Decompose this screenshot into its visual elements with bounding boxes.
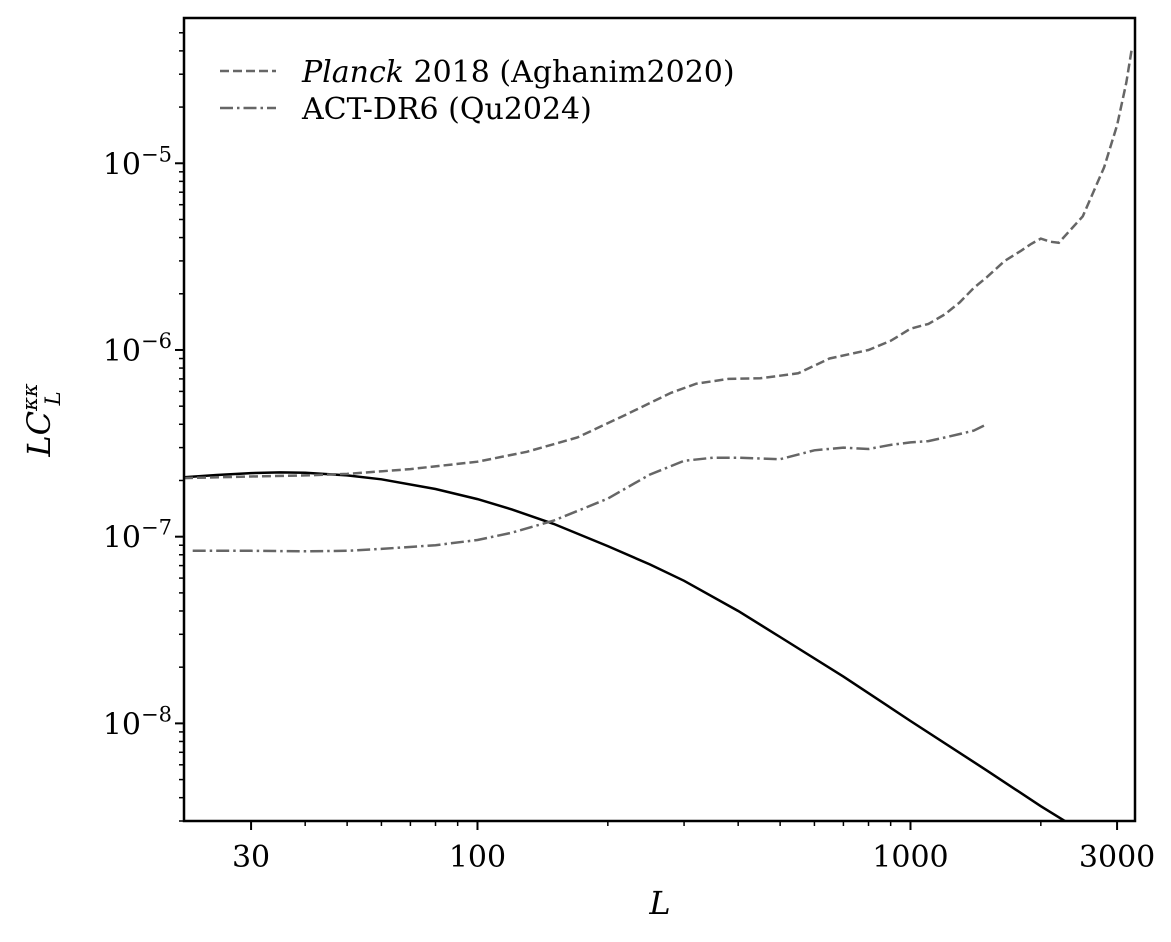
plot-frame: [182, 16, 1137, 823]
y-axis-label-sup: κκ: [18, 383, 42, 412]
legend-label-act: ACT-DR6 (Qu2024): [301, 92, 592, 127]
legend-label-planck: Planck 2018 (Aghanim2020): [301, 55, 735, 90]
x-tick-label: 1000: [872, 840, 948, 875]
model-curve: [184, 471, 1068, 821]
x-axis-label: L: [648, 884, 670, 922]
series-layer: [184, 46, 1134, 821]
planck-2018-noise-curve: [184, 46, 1134, 480]
y-tick-label: 10−7: [103, 516, 172, 556]
legend: Planck 2018 (Aghanim2020) ACT-DR6 (Qu202…: [220, 55, 735, 127]
x-tick-label: 100: [449, 840, 506, 875]
y-axis-label-main: LC: [20, 411, 58, 458]
svg-text:LCκκL: LCκκL: [18, 383, 65, 458]
y-axis-label: LCκκL: [18, 383, 65, 458]
act-dr6-noise-curve: [192, 423, 988, 553]
y-tick-label: 10−5: [103, 142, 172, 182]
x-tick-label: 30: [232, 840, 270, 875]
y-tick-label: 10−6: [103, 329, 172, 369]
x-tick-label: 3000: [1079, 840, 1155, 875]
y-tick-label: 10−8: [103, 702, 172, 742]
y-axis-label-sub: L: [41, 391, 65, 406]
ticks-layer: 30 100 1000 3000 10−8 10−7 10−6 10−5: [103, 32, 1155, 875]
